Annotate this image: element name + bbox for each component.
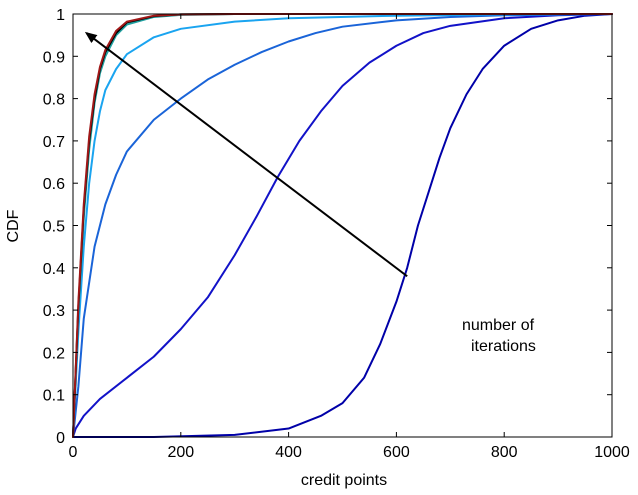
plot-frame <box>72 13 613 438</box>
series-line-6 <box>72 13 613 438</box>
y-tick-label: 0.8 <box>43 92 65 109</box>
annotation-text-line-1: number of <box>462 317 535 334</box>
x-tick-label: 1000 <box>594 444 630 461</box>
y-tick-label: 0 <box>56 430 65 447</box>
y-tick-label: 0.9 <box>43 49 65 66</box>
ticks-layer: 0 200 400 600 800 1000 0 0.1 0.2 0.3 0.4 0.5 0.6 0.7 0… <box>43 7 630 461</box>
y-tick-label: 1 <box>56 7 65 24</box>
annotation-layer: number of iterations <box>84 31 536 355</box>
x-axis-label: credit points <box>301 472 387 489</box>
x-tick-label: 800 <box>491 444 518 461</box>
series-line-2 <box>72 13 613 438</box>
y-tick-label: 0.5 <box>43 219 65 236</box>
annotation-text-line-2: iterations <box>471 338 536 355</box>
y-tick-label: 0.6 <box>43 176 65 193</box>
series-line-4 <box>72 13 613 438</box>
x-tick-label: 400 <box>275 444 302 461</box>
x-tick-label: 0 <box>69 444 78 461</box>
y-tick-label: 0.7 <box>43 134 65 151</box>
x-tick-label: 600 <box>383 444 410 461</box>
y-tick-label: 0.2 <box>43 345 65 362</box>
annotation-arrow <box>84 31 408 278</box>
y-tick-label: 0.3 <box>43 303 65 320</box>
y-axis-label: CDF <box>5 209 22 242</box>
x-tick-label: 200 <box>167 444 194 461</box>
y-tick-label: 0.4 <box>43 261 65 278</box>
series-layer <box>72 13 613 438</box>
series-line-1 <box>72 13 613 438</box>
series-line-7 <box>72 13 613 438</box>
series-line-5 <box>72 13 613 438</box>
series-line-3 <box>72 13 613 438</box>
y-tick-label: 0.1 <box>43 388 65 405</box>
